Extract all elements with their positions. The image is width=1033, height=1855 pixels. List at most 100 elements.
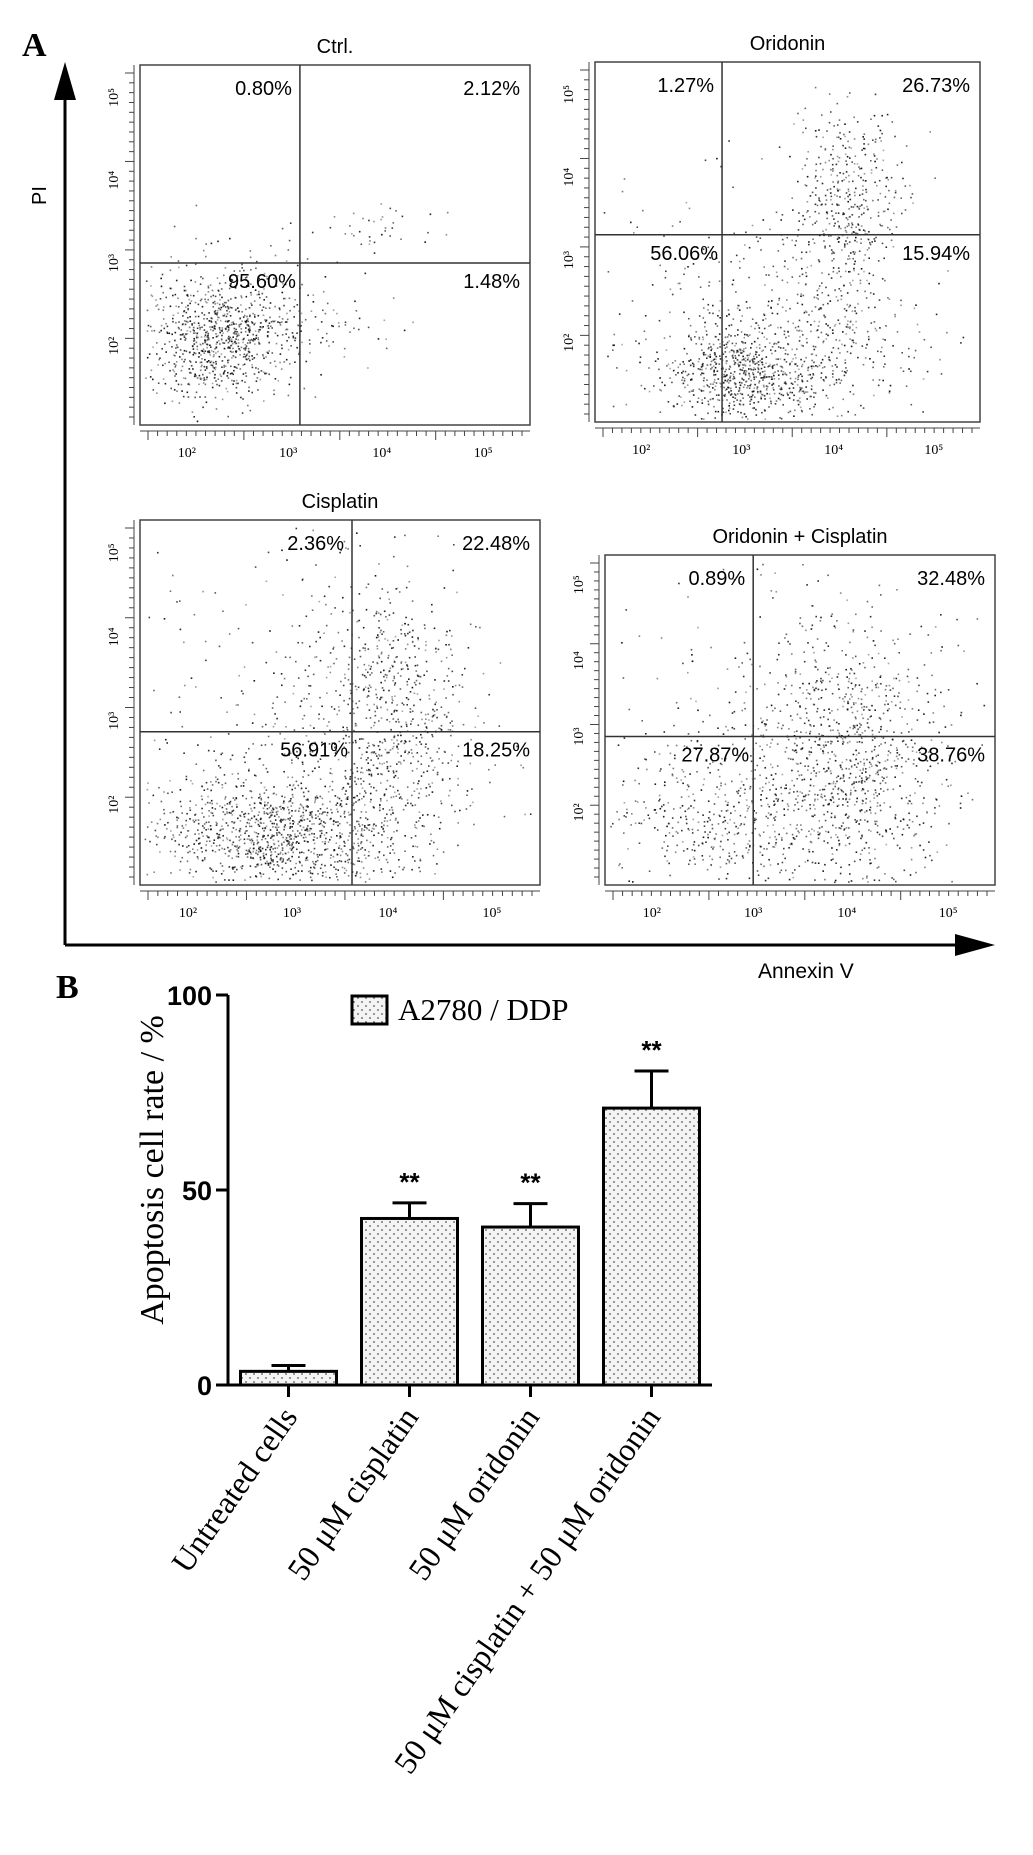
flow-event-dot [773,343,775,345]
flow-event-dot [417,782,419,785]
flow-event-dot [633,232,635,234]
flow-event-dot [319,836,322,838]
flow-event-dot [343,347,346,350]
flow-event-dot [300,787,303,790]
flow-event-dot [202,249,205,252]
flow-event-dot [786,236,788,239]
flow-event-dot [290,844,293,847]
flow-event-dot [891,121,894,123]
flow-event-dot [802,345,804,347]
flow-event-dot [274,847,276,850]
flow-event-dot [289,834,292,837]
flow-event-dot [295,780,298,783]
flow-event-dot [272,811,274,814]
flow-event-dot [190,300,193,302]
flow-event-dot [741,369,744,372]
flow-event-dot [214,373,216,376]
flow-event-dot [746,652,749,655]
flow-event-dot [309,820,311,822]
flow-event-dot [882,338,884,340]
flow-event-dot [322,309,324,312]
flow-event-dot [445,634,448,637]
flow-event-dot [367,742,370,744]
flow-event-dot [889,384,892,387]
flow-event-dot [677,282,680,285]
flow-event-dot [838,339,841,342]
flow-event-dot [729,365,731,368]
flow-event-dot [822,379,825,381]
flow-event-dot [397,743,400,745]
flow-event-dot [373,823,375,825]
flow-event-dot [412,718,414,720]
flow-event-dot [410,762,412,765]
flow-event-dot [336,876,338,878]
flow-event-dot [915,304,917,306]
flow-event-dot [424,649,427,652]
flow-event-dot [256,842,259,845]
flow-event-dot [764,373,766,375]
flow-event-dot [339,815,342,818]
flow-event-dot [157,836,159,839]
flow-event-dot [232,383,234,385]
flow-event-dot [321,337,324,339]
flow-event-dot [763,377,766,379]
flow-event-dot [200,276,202,278]
flow-event-dot [396,704,398,706]
flow-event-dot [307,799,309,801]
flow-event-dot [255,267,257,270]
flow-event-dot [245,604,247,606]
flow-event-dot [221,360,224,362]
flow-event-dot [835,379,838,381]
flow-event-dot [883,355,886,357]
flow-event-dot [180,329,183,331]
flow-event-dot [381,741,384,744]
flow-event-dot [743,363,746,366]
flow-event-dot [276,813,278,816]
flow-event-dot [224,879,226,881]
flow-event-dot [254,316,256,318]
flow-event-dot [653,385,655,387]
flow-event-dot [603,212,606,214]
flow-event-dot [832,168,834,170]
flow-event-dot [358,230,361,233]
flow-event-dot [301,321,303,323]
flow-event-dot [266,771,269,773]
flow-event-dot [399,688,402,690]
flow-event-dot [674,360,677,362]
flow-event-dot [891,832,893,835]
flow-event-dot [283,770,285,773]
flow-event-dot [314,800,316,802]
flow-event-dot [231,379,233,382]
flow-event-dot [242,785,245,787]
flow-event-dot [357,686,360,689]
flow-event-dot [274,819,277,821]
flow-event-dot [291,847,294,850]
flow-event-dot [215,360,217,363]
flow-event-dot [409,708,412,710]
flow-event-dot [189,809,192,811]
flow-event-dot [315,640,317,643]
flow-event-dot [869,243,872,246]
flow-event-dot [378,753,380,756]
flow-event-dot [760,377,762,379]
flow-event-dot [853,253,856,255]
flow-event-dot [751,391,754,393]
flow-event-dot [424,241,426,243]
flow-event-dot [268,877,271,880]
flow-event-dot [749,400,751,403]
flow-event-dot [734,397,737,399]
flow-event-dot [267,324,270,327]
flow-event-dot [878,761,881,764]
flow-event-dot [264,827,267,829]
flow-event-dot [203,329,206,331]
flow-event-dot [874,812,877,815]
flow-event-dot [808,314,810,316]
flow-event-dot [229,340,231,342]
flow-event-dot [359,825,361,827]
flow-event-dot [768,274,770,276]
flow-event-dot [246,315,248,318]
flow-event-dot [836,357,838,359]
flow-event-dot [799,336,801,338]
flow-event-dot [411,640,414,643]
flow-event-dot [382,689,385,692]
